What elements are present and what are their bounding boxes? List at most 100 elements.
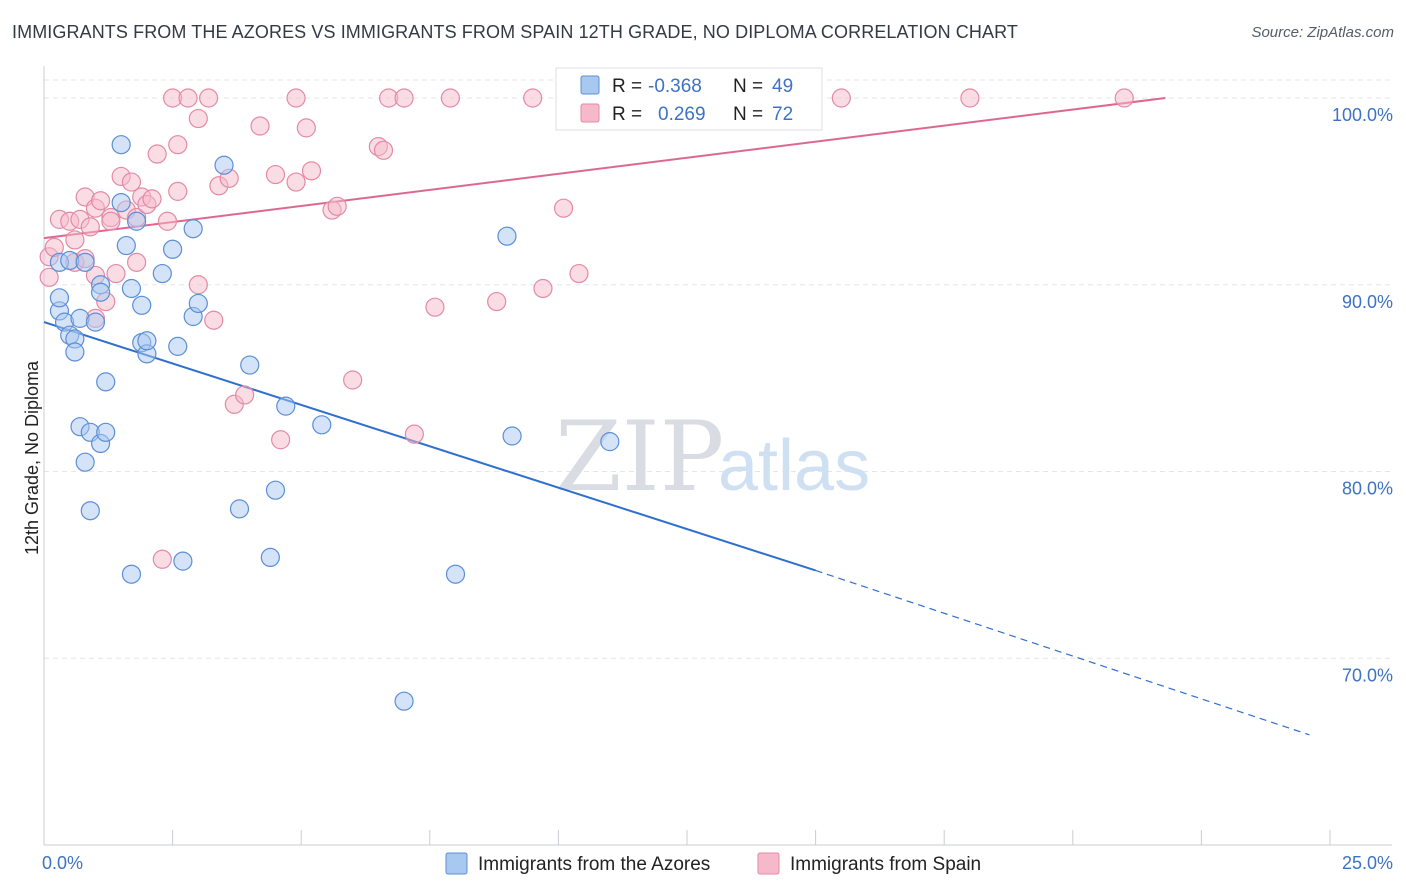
spain-point (394, 88, 414, 108)
series-swatch-azores (445, 852, 468, 875)
spain-point (301, 161, 322, 181)
spain-point (533, 278, 553, 299)
azores-point (152, 263, 172, 284)
watermark-zip: ZIP (555, 401, 724, 513)
azores-point (183, 219, 203, 239)
spain-point (523, 88, 543, 108)
x-tick-label: 25.0% (1342, 853, 1393, 873)
legend-n-azores: 49 (772, 76, 793, 97)
azores-point (312, 415, 332, 435)
spain-point (569, 263, 589, 284)
trend-lines (43, 97, 1310, 736)
spain-point (1114, 88, 1134, 108)
series-label-azores: Immigrants from the Azores (478, 854, 710, 875)
legend-swatch-spain (580, 103, 600, 123)
azores-point (137, 331, 157, 351)
legend-r-label: R = (612, 76, 642, 97)
spain-point (168, 181, 188, 201)
legend-r-azores: -0.368 (648, 76, 702, 97)
spain-point (553, 198, 574, 218)
azores-point (75, 452, 95, 472)
legend-n-label: N = (733, 104, 763, 125)
series-label-spain: Immigrants from Spain (790, 854, 981, 875)
series-legend: Immigrants from the Azores Immigrants fr… (445, 852, 981, 875)
azores-point (163, 239, 183, 259)
watermark-atlas: atlas (718, 426, 870, 506)
spain-point (178, 88, 198, 108)
legend-swatch-azores (580, 75, 600, 95)
spain-point (404, 424, 424, 444)
spain-point (250, 116, 270, 136)
spain-point (80, 217, 100, 237)
legend-box (555, 67, 823, 131)
spain-point (65, 230, 85, 250)
azores-point (49, 288, 70, 308)
azores-point (276, 396, 296, 416)
spain-point (168, 135, 188, 155)
spain-point (157, 211, 178, 231)
spain-point (147, 144, 167, 164)
azores-point (116, 235, 136, 256)
watermark: ZIP atlas (555, 401, 870, 513)
azores-point (265, 480, 286, 500)
spain-point (271, 430, 291, 450)
legend-n-spain: 72 (772, 104, 793, 125)
data-points (39, 88, 1134, 711)
azores-point (96, 372, 116, 392)
legend-r-spain: 0.269 (658, 104, 706, 125)
spain-point (265, 164, 286, 185)
spain-point (286, 172, 306, 192)
correlation-legend: R = -0.368 N = 49 R = 0.269 N = 72 (555, 67, 823, 131)
azores-point (260, 547, 280, 568)
x-tick-labels: 0.0% 25.0% (42, 853, 1393, 873)
legend-n-label: N = (733, 76, 763, 97)
azores-point (111, 135, 131, 155)
y-tick-label: 70.0% (1342, 665, 1393, 685)
azores-point (502, 426, 522, 446)
azores-point (168, 336, 188, 356)
azores-point (75, 252, 95, 272)
azores-point (394, 691, 414, 711)
y-tick-label: 90.0% (1342, 292, 1393, 312)
azores-point (240, 355, 260, 375)
spain-point (425, 297, 445, 317)
legend-r-label: R = (612, 104, 642, 125)
chart-title: IMMIGRANTS FROM THE AZORES VS IMMIGRANTS… (12, 22, 1018, 42)
azores-point (132, 295, 152, 315)
azores-trend-extension (815, 569, 1310, 736)
azores-point (445, 564, 466, 584)
azores-point (121, 278, 142, 299)
spain-point (327, 196, 347, 216)
spain-point (152, 549, 172, 569)
source-label: Source: ZipAtlas.com (1251, 24, 1394, 41)
azores-point (85, 312, 106, 332)
spain-point (199, 88, 219, 108)
spain-point (106, 263, 126, 284)
azores-point (497, 226, 517, 246)
spain-point (188, 275, 208, 295)
azores-trend-line (43, 321, 816, 572)
azores-point (173, 551, 193, 571)
spain-point (296, 118, 316, 138)
spain-point (440, 88, 460, 108)
spain-trend-line (43, 97, 1166, 240)
y-tick-labels: 70.0% 80.0% 90.0% 100.0% (1332, 105, 1393, 685)
spain-point (126, 252, 147, 272)
azores-point (126, 211, 147, 231)
spain-point (235, 385, 255, 405)
azores-point (111, 192, 131, 213)
azores-point (600, 432, 620, 452)
axes (43, 66, 1392, 846)
azores-point (65, 342, 85, 362)
spain-point (487, 291, 507, 312)
azores-point (214, 155, 234, 175)
azores-point (229, 499, 250, 519)
spain-point (188, 108, 208, 129)
spain-point (960, 88, 980, 108)
spain-point (90, 191, 111, 211)
spain-point (831, 88, 851, 108)
y-axis-title: 12th Grade, No Diploma (22, 360, 42, 555)
spain-point (204, 310, 224, 330)
azores-point (121, 564, 142, 584)
spain-point (39, 267, 59, 287)
